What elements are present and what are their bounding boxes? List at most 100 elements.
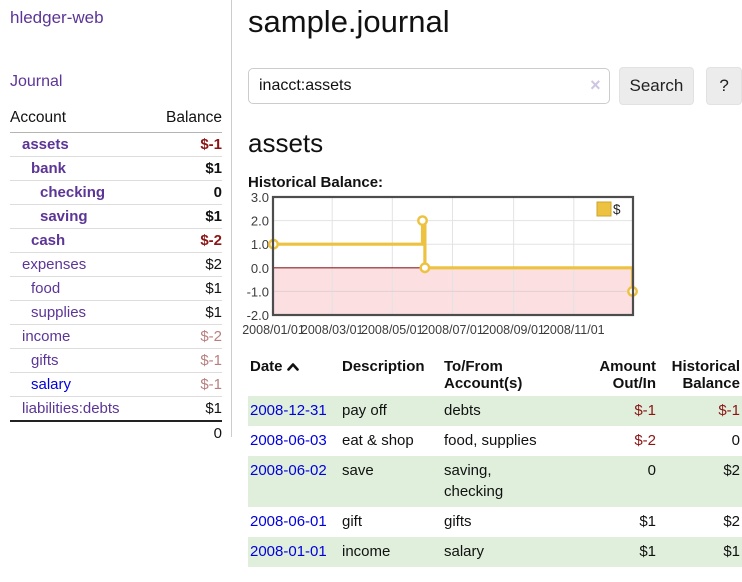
txn-description: gift xyxy=(342,513,363,530)
y-tick-label: -1.0 xyxy=(247,284,269,299)
txn-description: eat & shop xyxy=(342,431,414,449)
txn-tofrom: debts xyxy=(444,402,481,419)
x-tick-label: 2008/11/01 xyxy=(543,323,605,337)
legend-label: $ xyxy=(613,202,621,217)
app-brand-link[interactable]: hledger-web xyxy=(10,8,104,27)
header-description: Description xyxy=(342,358,425,375)
x-tick-label: 2008/03/01 xyxy=(301,323,364,337)
table-row: salary $-1 xyxy=(10,372,222,397)
txn-date-link[interactable]: 2008-12-31 xyxy=(250,402,327,419)
nav-journal-link[interactable]: Journal xyxy=(10,73,63,90)
account-balance: $2 xyxy=(150,252,222,277)
account-link-assets[interactable]: assets xyxy=(22,136,69,153)
txn-amount: $-1 xyxy=(634,402,656,419)
account-link-supplies[interactable]: supplies xyxy=(31,304,87,321)
account-link-checking[interactable]: checking xyxy=(40,184,106,201)
table-row: saving $1 xyxy=(10,204,222,229)
account-balance: $1 xyxy=(150,396,222,421)
header-tofrom: To/From Account(s) xyxy=(444,358,523,392)
txn-historical: 0 xyxy=(731,431,740,449)
accounts-table: Account Balance assets $-1 bank $1 check… xyxy=(10,106,222,445)
txn-date-link[interactable]: 2008-06-01 xyxy=(250,513,327,530)
y-tick-label: 0.0 xyxy=(251,261,269,276)
table-row: income $-2 xyxy=(10,324,222,349)
header-amount: Amount Out/In xyxy=(599,358,656,392)
txn-historical: $-1 xyxy=(718,402,740,419)
account-balance: 0 xyxy=(150,180,222,205)
accounts-header-row: Account Balance xyxy=(10,106,222,133)
legend-swatch xyxy=(596,201,612,217)
sort-ascending-icon xyxy=(286,363,299,371)
accounts-total-value: 0 xyxy=(150,420,222,445)
txn-date-link[interactable]: 2008-06-02 xyxy=(250,461,327,479)
account-link-gifts[interactable]: gifts xyxy=(31,352,59,369)
chart-title: Historical Balance: xyxy=(248,174,384,191)
sidebar-divider xyxy=(231,0,232,437)
search-button[interactable]: Search xyxy=(618,67,695,105)
table-row: 2008-01-01 income salary $1 $1 xyxy=(248,536,742,567)
accounts-total-row: 0 xyxy=(10,420,222,445)
txn-description: pay off xyxy=(342,402,387,419)
account-balance: $1 xyxy=(150,276,222,301)
txn-tofrom: gifts xyxy=(444,513,472,530)
header-historical: Historical Balance xyxy=(671,358,740,392)
x-tick-label: 2008/09/01 xyxy=(482,323,545,337)
txn-historical: $2 xyxy=(723,513,740,530)
x-tick-label: 2008/05/01 xyxy=(361,323,424,337)
txn-tofrom: salary xyxy=(444,542,485,560)
table-row: 2008-06-02 save saving, checking 0 $2 xyxy=(248,455,742,507)
search-bar: × Search ? xyxy=(248,67,742,105)
table-row: food $1 xyxy=(10,276,222,301)
account-balance: $-1 xyxy=(150,372,222,397)
sidebar: hledger-web Journal Account Balance asse… xyxy=(0,0,232,445)
table-row: assets $-1 xyxy=(10,132,222,157)
txn-description: save xyxy=(342,461,374,479)
table-row: 2008-12-31 pay off debts $-1 $-1 xyxy=(248,396,742,426)
historical-balance-chart: 3.0 2.0 1.0 0.0 -1.0 -2.0 xyxy=(240,190,652,343)
y-tick-label: 3.0 xyxy=(251,190,269,205)
transactions-table: Date Description To/From Account(s) Amou… xyxy=(248,356,742,567)
table-row: bank $1 xyxy=(10,156,222,181)
table-row: supplies $1 xyxy=(10,300,222,325)
account-link-food[interactable]: food xyxy=(31,280,61,297)
account-link-cash[interactable]: cash xyxy=(31,232,66,249)
account-link-bank[interactable]: bank xyxy=(31,160,67,177)
table-row: expenses $2 xyxy=(10,252,222,277)
y-tick-label: -2.0 xyxy=(247,308,269,323)
help-button[interactable]: ? xyxy=(706,67,742,105)
clear-search-icon[interactable]: × xyxy=(590,75,601,95)
account-balance: $-1 xyxy=(150,348,222,373)
main-content: sample.journal × Search ? assets Histori… xyxy=(242,0,742,567)
accounts-header-balance: Balance xyxy=(150,106,222,133)
header-date-sort[interactable]: Date xyxy=(248,356,340,396)
txn-date-link[interactable]: 2008-01-01 xyxy=(250,542,327,560)
table-row: 2008-06-03 eat & shop food, supplies $-2… xyxy=(248,426,742,456)
y-tick-label: 2.0 xyxy=(251,214,269,229)
txn-historical: $1 xyxy=(723,542,740,560)
txn-amount: $-2 xyxy=(634,431,656,449)
account-link-saving[interactable]: saving xyxy=(40,208,88,225)
account-link-liabilities-debts[interactable]: liabilities:debts xyxy=(22,400,120,417)
register-header-row: Date Description To/From Account(s) Amou… xyxy=(248,356,742,396)
account-balance: $1 xyxy=(150,156,222,181)
table-row: liabilities:debts $1 xyxy=(10,396,222,421)
account-link-expenses[interactable]: expenses xyxy=(22,256,87,273)
txn-description: income xyxy=(342,542,391,560)
table-row: cash $-2 xyxy=(10,228,222,253)
txn-amount: $1 xyxy=(639,513,656,530)
account-balance: $1 xyxy=(150,300,222,325)
txn-date-link[interactable]: 2008-06-03 xyxy=(250,431,327,449)
txn-amount: $1 xyxy=(639,542,656,560)
account-balance: $-2 xyxy=(150,324,222,349)
txn-tofrom: food, supplies xyxy=(444,431,537,449)
account-link-salary[interactable]: salary xyxy=(31,376,72,393)
search-input[interactable] xyxy=(248,68,610,104)
account-balance: $1 xyxy=(150,204,222,229)
account-link-income[interactable]: income xyxy=(22,328,71,345)
account-balance: $-2 xyxy=(150,228,222,253)
plot-border xyxy=(271,195,635,317)
x-tick-label: 2008/01/01 xyxy=(242,323,305,337)
txn-tofrom: saving, checking xyxy=(444,461,504,501)
table-row: 2008-06-01 gift gifts $1 $2 xyxy=(248,507,742,537)
account-heading: assets xyxy=(248,128,324,158)
